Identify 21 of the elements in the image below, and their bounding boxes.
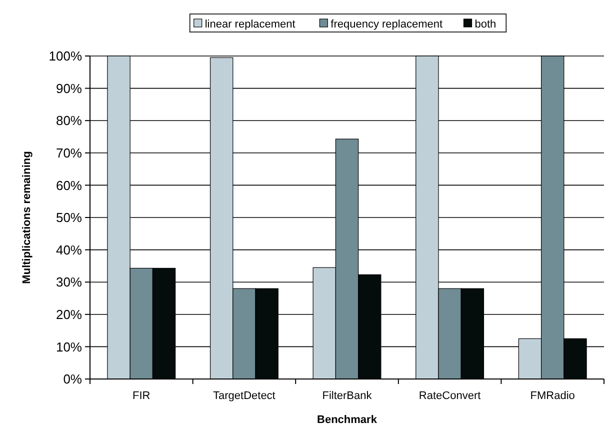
x-axis-title: Benchmark bbox=[317, 414, 378, 426]
y-tick-label: 60% bbox=[56, 178, 82, 193]
x-tick-label: FilterBank bbox=[322, 390, 372, 402]
y-tick-label: 0% bbox=[63, 372, 82, 387]
x-tick-label: FIR bbox=[132, 390, 150, 402]
x-tick-label: RateConvert bbox=[418, 390, 481, 402]
y-tick-label: 100% bbox=[48, 48, 82, 64]
y-tick-label: 20% bbox=[56, 306, 82, 322]
y-tick-label: 80% bbox=[56, 113, 82, 128]
legend-label: both bbox=[474, 18, 496, 30]
y-tick-label: 90% bbox=[56, 80, 82, 96]
y-axis-title: Multiplications remaining bbox=[21, 151, 33, 284]
x-tick-label: FMRadio bbox=[530, 390, 575, 402]
y-tick-label: 40% bbox=[56, 242, 82, 258]
legend-label: linear replacement bbox=[204, 18, 296, 30]
y-tick-label: 10% bbox=[56, 339, 82, 354]
legend-label: frequency replacement bbox=[330, 18, 443, 30]
y-tick-label: 70% bbox=[56, 145, 82, 160]
x-tick-label: TargetDetect bbox=[213, 390, 276, 402]
y-tick-label: 50% bbox=[56, 210, 82, 226]
y-tick-label: 30% bbox=[56, 274, 82, 290]
